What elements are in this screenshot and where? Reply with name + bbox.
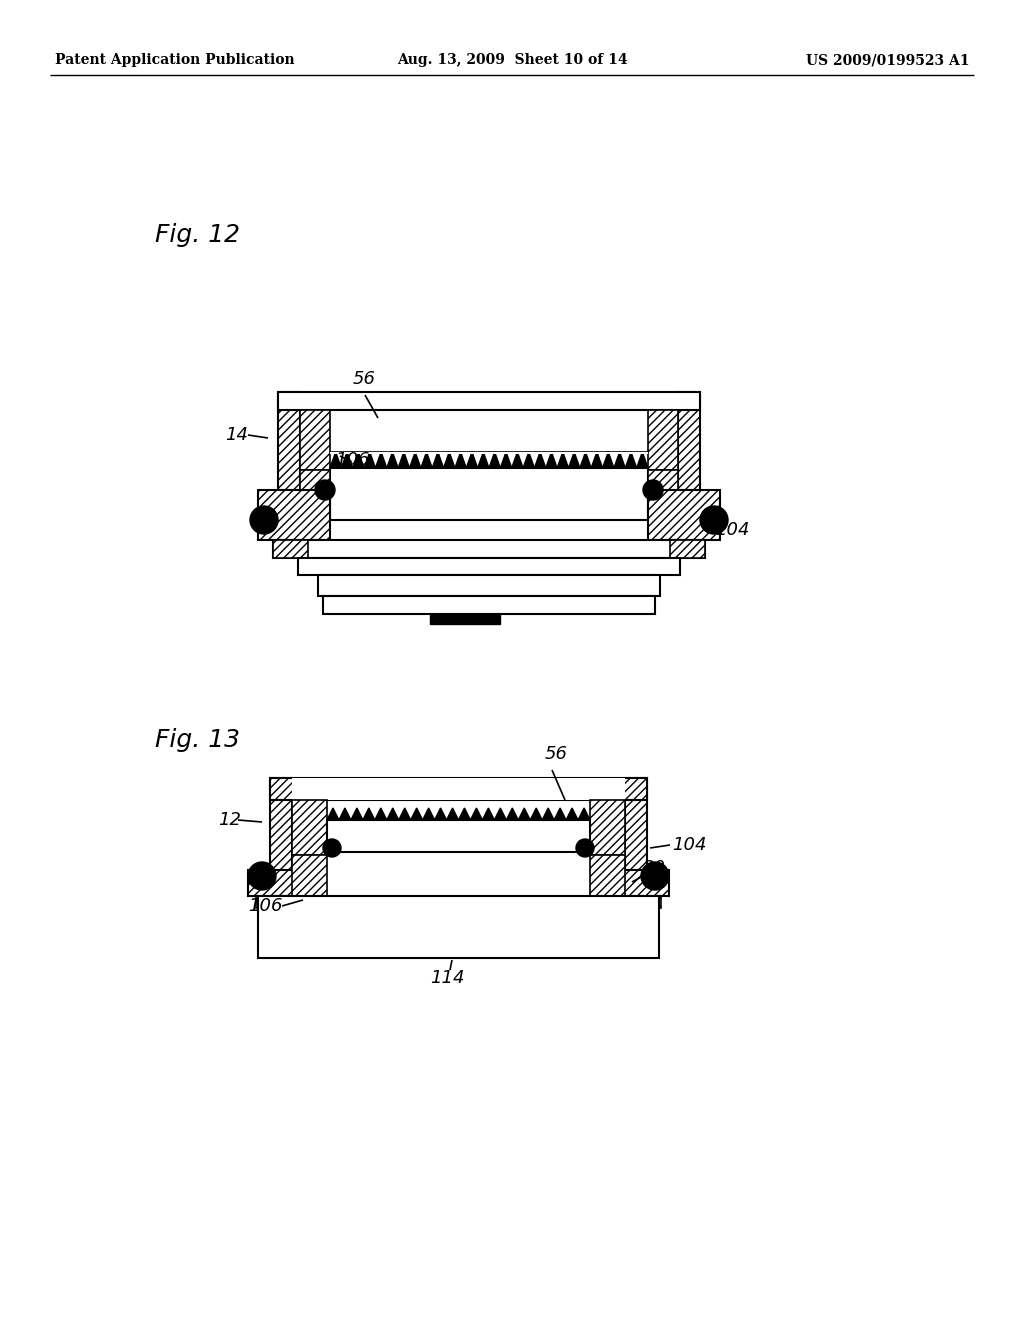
Text: Patent Application Publication: Patent Application Publication: [55, 53, 295, 67]
Text: 12: 12: [218, 810, 241, 829]
Text: Fig. 13: Fig. 13: [155, 729, 240, 752]
Text: 104: 104: [672, 836, 707, 854]
Circle shape: [315, 480, 335, 500]
Bar: [625, 777, 647, 870]
Bar: [590, 855, 625, 896]
Bar: [278, 392, 300, 490]
Bar: [323, 597, 655, 614]
Text: Aug. 13, 2009  Sheet 10 of 14: Aug. 13, 2009 Sheet 10 of 14: [396, 53, 628, 67]
Text: 30: 30: [643, 859, 666, 876]
Circle shape: [641, 862, 669, 890]
Text: 104: 104: [715, 521, 750, 539]
Bar: [300, 470, 330, 520]
Bar: [670, 540, 705, 558]
Text: 106: 106: [335, 451, 370, 469]
Polygon shape: [330, 451, 648, 469]
Polygon shape: [327, 808, 590, 820]
Bar: [648, 490, 720, 540]
Bar: [292, 777, 625, 800]
Bar: [270, 777, 647, 800]
Bar: [605, 896, 662, 908]
Bar: [597, 870, 669, 896]
Bar: [278, 392, 700, 411]
Circle shape: [250, 506, 278, 535]
Bar: [648, 411, 678, 470]
Bar: [256, 896, 312, 908]
Bar: [330, 469, 648, 520]
Bar: [327, 820, 590, 851]
Bar: [258, 490, 330, 540]
Circle shape: [643, 480, 663, 500]
Text: 106: 106: [248, 898, 283, 915]
Circle shape: [575, 840, 594, 857]
Bar: [273, 540, 308, 558]
Bar: [270, 777, 292, 870]
Bar: [273, 540, 705, 558]
Bar: [678, 392, 700, 490]
Bar: [430, 614, 500, 624]
Text: 114: 114: [430, 969, 465, 987]
Bar: [258, 896, 659, 958]
Bar: [648, 470, 678, 520]
Text: Fig. 12: Fig. 12: [155, 223, 240, 247]
Bar: [330, 451, 648, 454]
Bar: [300, 411, 330, 470]
Bar: [292, 855, 327, 896]
Bar: [590, 800, 625, 855]
Text: 14: 14: [225, 426, 248, 444]
Text: 56: 56: [545, 744, 568, 763]
Bar: [292, 800, 327, 855]
Circle shape: [700, 506, 728, 535]
Bar: [248, 870, 319, 896]
Text: US 2009/0199523 A1: US 2009/0199523 A1: [807, 53, 970, 67]
Bar: [318, 576, 660, 597]
Circle shape: [323, 840, 341, 857]
Circle shape: [248, 862, 276, 890]
Bar: [298, 558, 680, 576]
Text: 56: 56: [353, 370, 376, 388]
